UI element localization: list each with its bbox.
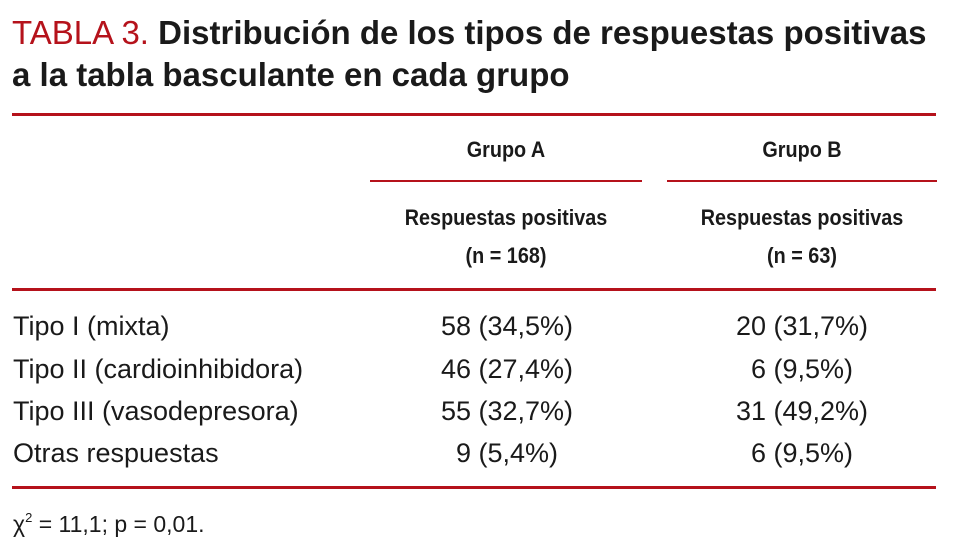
group-a-rule xyxy=(370,180,642,182)
footnote: χ2 = 11,1; p = 0,01. xyxy=(13,500,205,542)
table-title: TABLA 3. Distribución de los tipos de re… xyxy=(12,12,942,96)
row-value-group-a: 46 (27,4%) xyxy=(440,354,574,384)
row-value-group-b: 6 (9,5%) xyxy=(750,354,854,384)
group-b-subheader-line1: Respuestas positivas xyxy=(700,205,904,230)
row-label: Tipo II (cardioinhibidora) xyxy=(13,354,304,384)
group-b-header: Grupo B xyxy=(762,137,842,162)
footnote-text: = 11,1; p = 0,01. xyxy=(32,511,205,537)
header-bottom-rule xyxy=(12,288,936,291)
row-label: Tipo I (mixta) xyxy=(13,311,170,341)
row-value-group-b: 6 (9,5%) xyxy=(750,438,854,468)
row-value-group-b: 20 (31,7%) xyxy=(735,311,869,341)
row-value-group-b: 31 (49,2%) xyxy=(735,396,869,426)
row-label: Otras respuestas xyxy=(13,438,219,468)
group-b-subheader-line2: (n = 63) xyxy=(767,243,837,268)
row-label: Tipo III (vasodepresora) xyxy=(13,396,299,426)
top-rule xyxy=(12,113,936,116)
chi-superscript: 2 xyxy=(25,510,33,525)
group-a-header: Grupo A xyxy=(466,137,546,162)
group-a-subheader-line2: (n = 168) xyxy=(465,243,547,268)
table-number-label: TABLA 3. xyxy=(12,14,149,51)
chi-symbol: χ xyxy=(13,511,26,537)
group-b-rule xyxy=(667,180,937,182)
bottom-rule xyxy=(12,486,936,489)
row-value-group-a: 55 (32,7%) xyxy=(440,396,574,426)
row-value-group-a: 9 (5,4%) xyxy=(455,438,559,468)
table-title-text: Distribución de los tipos de respuestas … xyxy=(12,14,927,93)
row-value-group-a: 58 (34,5%) xyxy=(440,311,574,341)
group-a-subheader-line1: Respuestas positivas xyxy=(404,205,608,230)
